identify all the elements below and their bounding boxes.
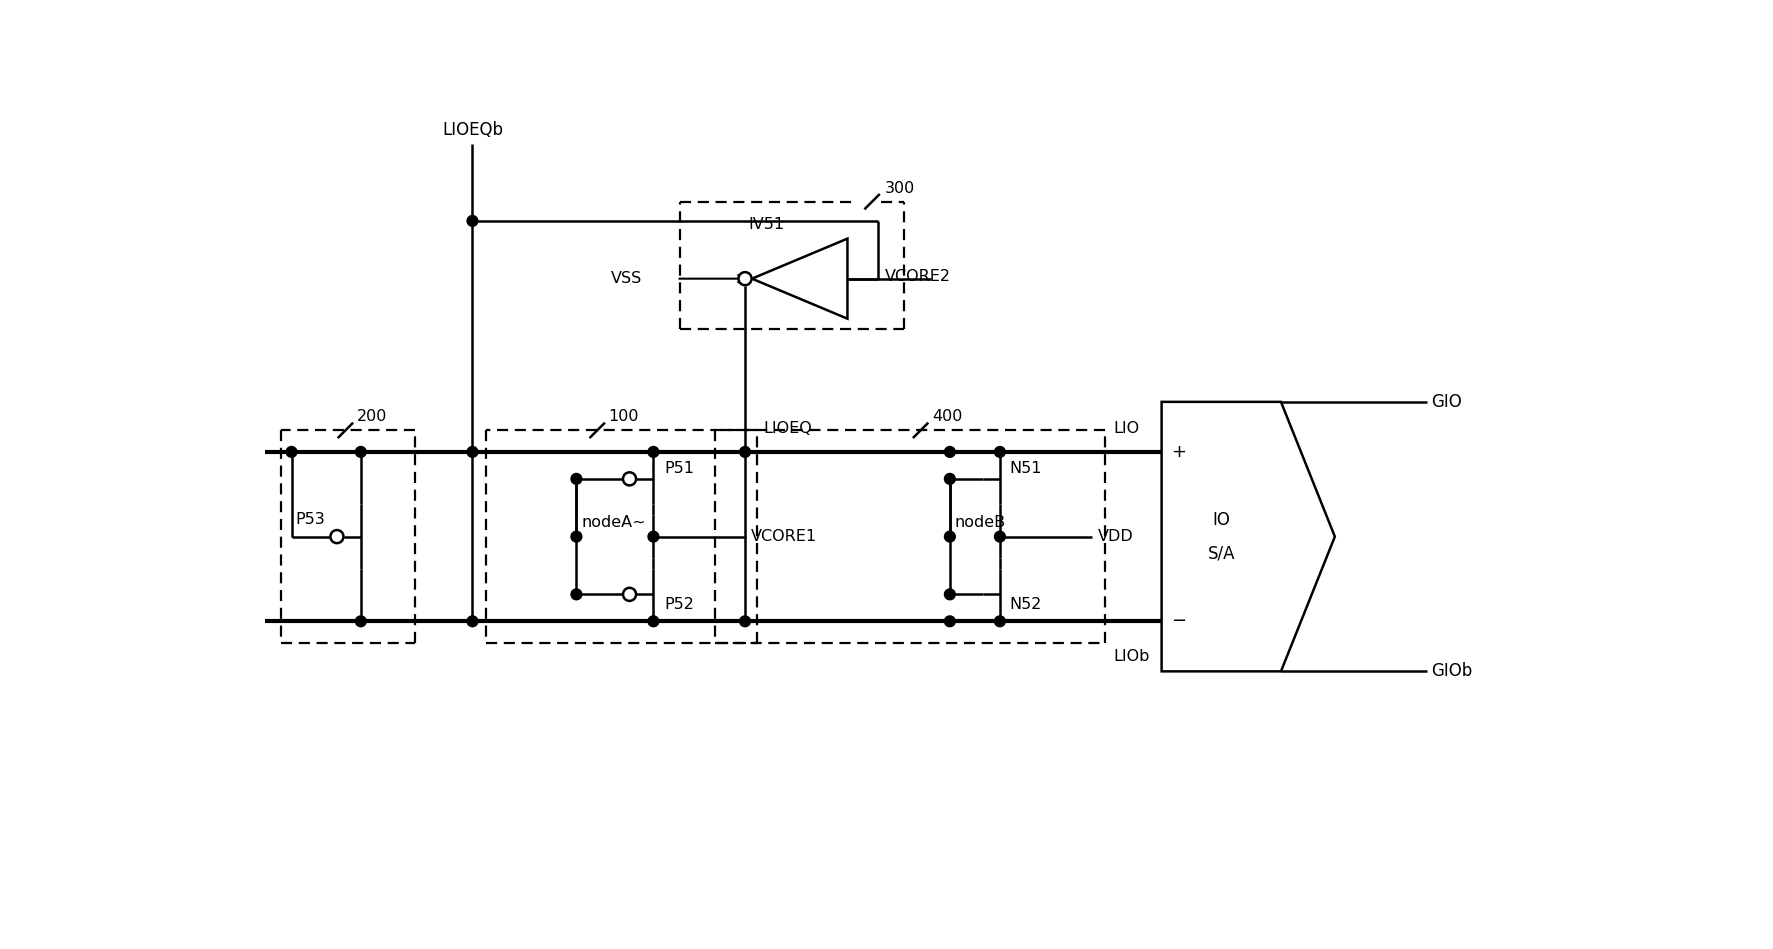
Circle shape [739, 272, 752, 286]
Circle shape [995, 616, 1005, 626]
Circle shape [466, 215, 479, 226]
Text: −: − [1170, 612, 1186, 630]
Text: IO: IO [1213, 511, 1230, 529]
Text: GIOb: GIOb [1431, 662, 1472, 680]
Text: 200: 200 [356, 409, 387, 424]
Text: VCORE2: VCORE2 [885, 269, 950, 284]
Text: GIO: GIO [1431, 393, 1463, 411]
Text: S/A: S/A [1207, 545, 1236, 563]
Text: LIOEQ: LIOEQ [764, 420, 812, 436]
Circle shape [945, 531, 956, 542]
Text: VDD: VDD [1097, 530, 1133, 544]
Circle shape [466, 616, 479, 626]
Circle shape [945, 474, 956, 484]
Text: 300: 300 [885, 181, 915, 196]
Circle shape [995, 447, 1005, 457]
Text: 400: 400 [933, 409, 963, 424]
Circle shape [945, 589, 956, 600]
Circle shape [647, 447, 660, 457]
Text: LIOb: LIOb [1113, 649, 1149, 664]
Text: N52: N52 [1009, 597, 1041, 612]
Circle shape [571, 531, 582, 542]
Circle shape [647, 616, 660, 626]
Text: P52: P52 [665, 597, 693, 612]
Circle shape [466, 447, 479, 457]
Text: LIO: LIO [1113, 420, 1140, 436]
Text: N51: N51 [1009, 461, 1043, 476]
Circle shape [945, 447, 956, 457]
Circle shape [355, 616, 367, 626]
Circle shape [995, 531, 1005, 542]
Circle shape [330, 530, 344, 543]
Circle shape [571, 474, 582, 484]
Text: nodeB: nodeB [954, 515, 1005, 530]
Text: 100: 100 [608, 409, 640, 424]
Text: LIOEQb: LIOEQb [441, 121, 504, 140]
Circle shape [647, 531, 660, 542]
Circle shape [739, 447, 750, 457]
Text: +: + [1170, 443, 1186, 461]
Text: VCORE1: VCORE1 [752, 530, 817, 544]
Text: IV51: IV51 [748, 217, 784, 233]
Circle shape [739, 616, 750, 626]
Circle shape [622, 473, 637, 485]
Circle shape [571, 589, 582, 600]
Text: P51: P51 [665, 461, 695, 476]
Circle shape [622, 587, 637, 601]
Circle shape [285, 447, 296, 457]
Circle shape [945, 616, 956, 626]
Text: P53: P53 [296, 512, 324, 528]
Text: VSS: VSS [612, 271, 642, 287]
Circle shape [355, 447, 367, 457]
Text: nodeA~: nodeA~ [582, 515, 645, 530]
